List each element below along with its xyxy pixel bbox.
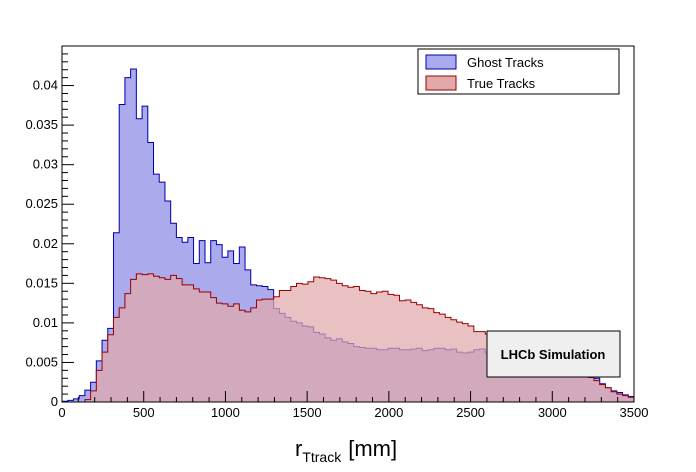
- y-tick-label: 0.005: [25, 354, 58, 369]
- x-tick-label: 1500: [293, 405, 322, 420]
- y-tick-label: 0.015: [25, 275, 58, 290]
- x-axis-title-symbol: r: [295, 436, 302, 461]
- y-tick-label: 0.025: [25, 196, 58, 211]
- x-tick-label: 3000: [538, 405, 567, 420]
- legend-label-true: True Tracks: [467, 76, 536, 91]
- y-tick-label: 0: [51, 394, 58, 409]
- x-axis-title-unit: [mm]: [348, 436, 397, 461]
- x-tick-label: 3500: [620, 405, 649, 420]
- x-tick-label: 2500: [456, 405, 485, 420]
- x-axis-title: rTtrack [mm]: [295, 436, 397, 465]
- legend-swatch-ghost: [425, 54, 457, 70]
- axes-layer: 0 500 1000 1500 2000 2500 3000 3500 0 0.005 0.01 0.…: [25, 45, 649, 420]
- legend-label-ghost: Ghost Tracks: [467, 55, 544, 70]
- plot-frame: [61, 45, 635, 403]
- y-tick-label: 0.01: [33, 315, 58, 330]
- x-axis-title-subscript: Ttrack: [302, 449, 342, 465]
- legend-swatch-true: [425, 75, 457, 91]
- legend: Ghost Tracks True Tracks: [417, 48, 620, 95]
- simulation-label-background: [486, 330, 621, 378]
- simulation-label: LHCb Simulation: [501, 347, 606, 362]
- x-tick-label: 500: [133, 405, 155, 420]
- x-tick-label: 2000: [374, 405, 403, 420]
- y-tick-label: 0.03: [33, 157, 58, 172]
- y-tick-label: 0.035: [25, 117, 58, 132]
- x-tick-label: 0: [58, 405, 65, 420]
- x-tick-label: 1000: [211, 405, 240, 420]
- y-tick-label: 0.02: [33, 236, 58, 251]
- simulation-label-box: LHCb Simulation: [486, 330, 621, 378]
- y-tick-label: 0.04: [33, 78, 58, 93]
